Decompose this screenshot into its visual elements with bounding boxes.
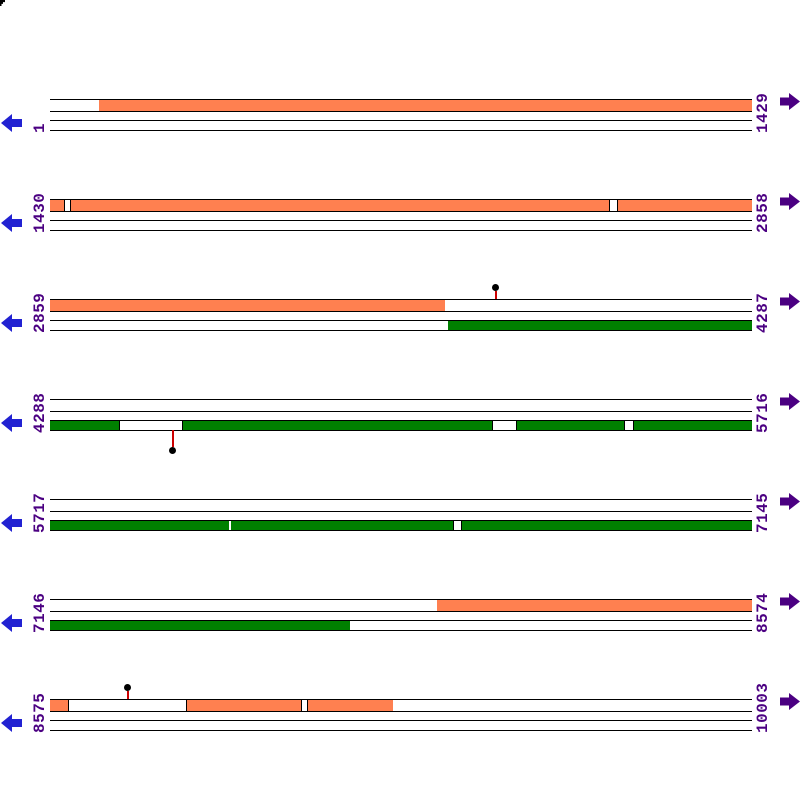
- arrow-left-icon: [1, 214, 22, 232]
- reverse-strand-channel: [50, 720, 752, 731]
- row-start-coordinate: 1: [31, 122, 49, 133]
- row-end-coordinate: 4287: [754, 292, 772, 333]
- arrow-right-icon: [780, 93, 800, 110]
- next-segment-button[interactable]: [780, 693, 800, 710]
- arrow-left-icon: [1, 114, 22, 132]
- feature-gap: [624, 421, 634, 430]
- map-row: 1430 2858: [1, 193, 800, 233]
- marker-dot[interactable]: [492, 284, 499, 291]
- reverse-strand-channel: [50, 220, 752, 231]
- feature-bar-forward[interactable]: [187, 700, 301, 711]
- feature-bar-forward[interactable]: [618, 200, 752, 211]
- row-start-coordinate: 7146: [31, 592, 49, 633]
- feature-gap: [301, 700, 308, 711]
- map-row: 4288 5716: [1, 393, 800, 454]
- map-row: 2859 4287: [1, 284, 800, 333]
- feature-bar-reverse[interactable]: [50, 421, 119, 430]
- next-segment-button[interactable]: [780, 293, 800, 310]
- next-segment-button[interactable]: [780, 393, 800, 410]
- forward-strand-channel: [50, 599, 752, 612]
- forward-strand-channel: [50, 199, 752, 212]
- feature-bar-reverse[interactable]: [448, 321, 752, 330]
- prev-segment-button[interactable]: [1, 714, 22, 732]
- prev-segment-button[interactable]: [1, 114, 22, 132]
- feature-gap: [68, 700, 187, 711]
- reverse-strand-channel: [50, 320, 752, 331]
- row-start-coordinate: 5717: [31, 492, 49, 533]
- forward-strand-channel: [50, 699, 752, 712]
- arrow-left-icon: [1, 514, 22, 532]
- arrow-right-icon: [780, 593, 800, 610]
- feature-bar-forward[interactable]: [50, 200, 64, 211]
- forward-strand-channel: [50, 99, 752, 112]
- reverse-strand-channel: [50, 420, 752, 431]
- prev-segment-button[interactable]: [1, 414, 22, 432]
- marker-stem: [127, 691, 129, 699]
- feature-bar-reverse[interactable]: [517, 421, 624, 430]
- feature-bar-forward[interactable]: [71, 200, 609, 211]
- prev-segment-button[interactable]: [1, 614, 22, 632]
- feature-gap: [119, 421, 183, 430]
- map-row: 8575 10003: [1, 682, 800, 733]
- reverse-strand-channel: [50, 620, 752, 631]
- next-segment-button[interactable]: [780, 93, 800, 110]
- row-end-coordinate: 1429: [754, 92, 772, 133]
- arrow-left-icon: [1, 414, 22, 432]
- row-end-coordinate: 2858: [754, 192, 772, 233]
- next-segment-button[interactable]: [780, 193, 800, 210]
- next-segment-button[interactable]: [780, 593, 800, 610]
- feature-bar-reverse[interactable]: [462, 521, 752, 530]
- feature-bar-forward[interactable]: [50, 700, 68, 711]
- prev-segment-button[interactable]: [1, 214, 22, 232]
- map-row: 5717 7145: [1, 493, 800, 533]
- marker-dot[interactable]: [169, 447, 176, 454]
- reverse-strand-channel: [50, 520, 752, 531]
- feature-bar-forward[interactable]: [437, 600, 752, 611]
- feature-bar-forward[interactable]: [99, 100, 752, 111]
- next-segment-button[interactable]: [780, 493, 800, 510]
- feature-bar-reverse[interactable]: [183, 421, 492, 430]
- marker-stem: [495, 291, 497, 299]
- feature-bar-forward[interactable]: [50, 300, 445, 311]
- row-start-coordinate: 4288: [31, 392, 49, 433]
- forward-strand-channel: [50, 299, 752, 312]
- feature-bar-reverse[interactable]: [50, 521, 229, 530]
- prev-segment-button[interactable]: [1, 314, 22, 332]
- feature-gap: [453, 521, 462, 530]
- row-end-coordinate: 8574: [754, 592, 772, 633]
- forward-strand-channel: [50, 399, 752, 412]
- forward-strand-channel: [50, 499, 752, 512]
- feature-bar-reverse[interactable]: [634, 421, 752, 430]
- feature-gap: [492, 421, 517, 430]
- map-row: 7146 8574: [1, 593, 800, 633]
- feature-bar-forward[interactable]: [308, 700, 393, 711]
- marker-stem: [172, 430, 174, 447]
- row-start-coordinate: 8575: [31, 692, 49, 733]
- feature-bar-reverse[interactable]: [50, 621, 350, 630]
- feature-bar-reverse[interactable]: [231, 521, 453, 530]
- arrow-right-icon: [780, 493, 800, 510]
- row-end-coordinate: 5716: [754, 392, 772, 433]
- feature-gap: [64, 200, 71, 211]
- prev-segment-button[interactable]: [1, 514, 22, 532]
- arrow-right-icon: [780, 293, 800, 310]
- reverse-strand-channel: [50, 120, 752, 131]
- row-end-coordinate: 10003: [754, 682, 772, 733]
- map-row: 1 1429: [1, 93, 800, 133]
- row-start-coordinate: 1430: [31, 192, 49, 233]
- arrow-right-icon: [780, 393, 800, 410]
- feature-gap: [609, 200, 618, 211]
- row-start-coordinate: 2859: [31, 292, 49, 333]
- arrow-right-icon: [780, 693, 800, 710]
- arrow-left-icon: [1, 314, 22, 332]
- arrow-right-icon: [780, 193, 800, 210]
- corner-artifact: [0, 0, 5, 6]
- marker-dot[interactable]: [124, 684, 131, 691]
- row-end-coordinate: 7145: [754, 492, 772, 533]
- arrow-left-icon: [1, 614, 22, 632]
- arrow-left-icon: [1, 714, 22, 732]
